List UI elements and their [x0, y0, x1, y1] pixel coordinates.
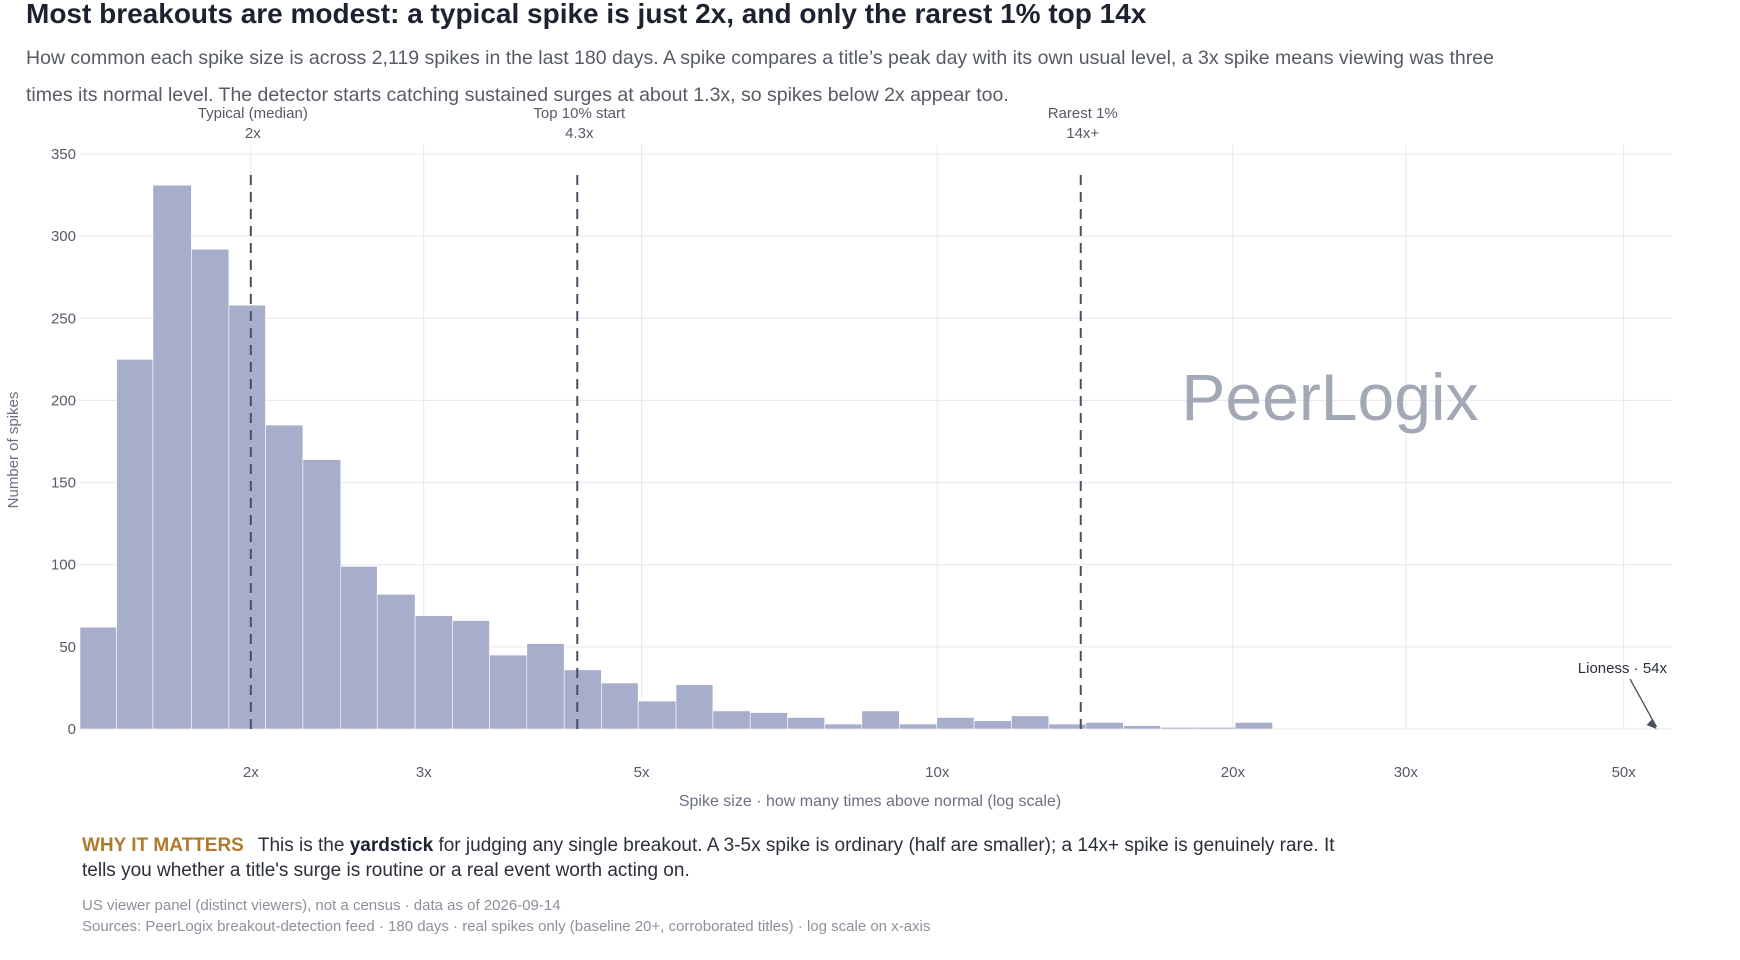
reference-line-value: 4.3x — [565, 125, 594, 142]
annotation-arrow-line — [1629, 678, 1658, 728]
y-tick-label: 300 — [51, 228, 76, 245]
x-tick-label: 2x — [243, 764, 259, 781]
y-axis-label: Number of spikes — [5, 392, 22, 509]
x-tick-label: 50x — [1612, 764, 1637, 781]
footer-sources: Sources: PeerLogix breakout-detection fe… — [82, 918, 931, 935]
grid-lines — [80, 145, 1672, 730]
histogram-bar — [228, 304, 266, 730]
axes: 0 50 100 150 200 250 300 350 2x 3x 5x 10x 20x 30x 50x — [51, 146, 1636, 781]
y-tick-label: 100 — [51, 557, 76, 574]
why-it-matters-callout: WHY IT MATTERS This is the yardstick for … — [82, 833, 1362, 883]
callout-text-after: for judging any single breakout. A 3-5x … — [82, 835, 1335, 881]
footer-note: US viewer panel (distinct viewers), not … — [82, 897, 561, 914]
reference-line-value: 14x+ — [1066, 125, 1099, 142]
histogram-bar — [1234, 722, 1273, 730]
chart-title: Most breakouts are modest: a typical spi… — [26, 0, 1147, 29]
histogram-bar — [824, 723, 863, 730]
y-tick-label: 200 — [51, 392, 76, 409]
histogram-bar — [973, 720, 1012, 730]
histogram-bar — [563, 669, 602, 730]
annotation-arrow-head — [1646, 719, 1657, 729]
histogram-bar — [526, 643, 565, 730]
histogram-bar — [749, 712, 788, 730]
histogram-bar — [637, 700, 677, 730]
histogram-bar — [1160, 727, 1199, 730]
x-tick-label: 3x — [416, 764, 432, 781]
histogram-bars — [79, 184, 1273, 730]
histogram-bar — [152, 184, 192, 730]
reference-line-value: 2x — [245, 125, 261, 142]
histogram-bar — [376, 593, 416, 730]
y-tick-label: 250 — [51, 310, 76, 327]
chart-subtitle: How common each spike size is across 2,1… — [26, 47, 1494, 106]
histogram-bar — [452, 620, 490, 730]
histogram-bar — [1197, 727, 1236, 730]
histogram-bar — [712, 710, 751, 730]
reference-line-label: Rarest 1% — [1048, 105, 1118, 122]
histogram-bar — [861, 710, 900, 730]
y-tick-label: 50 — [59, 639, 76, 656]
y-tick-label: 350 — [51, 146, 76, 163]
histogram-bar — [899, 723, 938, 730]
callout-kicker: WHY IT MATTERS — [82, 835, 244, 856]
histogram-bar — [116, 359, 154, 730]
histogram-bar — [340, 566, 378, 730]
x-axis-label: Spike size · how many times above normal… — [679, 793, 1061, 810]
y-tick-label: 0 — [68, 721, 76, 738]
reference-lines: Typical (median) 2x Top 10% start 4.3x Rares… — [198, 105, 1118, 729]
x-tick-label: 30x — [1394, 764, 1419, 781]
x-tick-label: 10x — [925, 764, 950, 781]
histogram-bar — [414, 615, 453, 730]
histogram-bar — [601, 682, 639, 730]
x-tick-label: 5x — [634, 764, 650, 781]
histogram-bar — [1085, 722, 1124, 730]
reference-line-label: Typical (median) — [198, 105, 308, 122]
watermark: PeerLogix — [1181, 360, 1478, 434]
histogram-bar — [1011, 715, 1050, 730]
callout-bold: yardstick — [349, 835, 434, 856]
histogram-bar — [79, 626, 117, 730]
histogram-bar — [936, 717, 975, 730]
histogram-bar — [675, 684, 714, 730]
y-tick-label: 150 — [51, 475, 76, 492]
histogram-bar — [191, 248, 230, 730]
callout-text-before: This is the — [257, 835, 350, 856]
histogram-bar — [302, 459, 342, 730]
histogram-bar — [489, 654, 528, 730]
annotation: Lioness · 54x — [1578, 660, 1668, 729]
x-tick-label: 20x — [1221, 764, 1246, 781]
reference-line-label: Top 10% start — [533, 105, 626, 122]
histogram-bar — [1123, 725, 1161, 730]
histogram-bar — [787, 717, 825, 730]
histogram-bar — [265, 424, 304, 730]
annotation-label: Lioness · 54x — [1578, 660, 1668, 677]
